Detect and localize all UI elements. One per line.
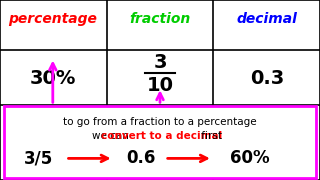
Text: percentage: percentage (8, 12, 97, 26)
Text: 30%: 30% (30, 69, 76, 88)
Text: 3/5: 3/5 (24, 149, 53, 167)
Text: 0.3: 0.3 (250, 69, 284, 88)
Text: first: first (198, 131, 222, 141)
Bar (4, 106, 316, 178)
Text: 60%: 60% (230, 149, 269, 167)
Text: fraction: fraction (129, 12, 191, 26)
Text: 3: 3 (153, 53, 167, 72)
Text: we can: we can (92, 131, 132, 141)
Text: 0.6: 0.6 (126, 149, 156, 167)
Text: to go from a fraction to a percentage: to go from a fraction to a percentage (63, 117, 257, 127)
Text: 10: 10 (147, 76, 173, 95)
Text: convert to a decimal: convert to a decimal (101, 131, 222, 141)
Text: decimal: decimal (237, 12, 298, 26)
